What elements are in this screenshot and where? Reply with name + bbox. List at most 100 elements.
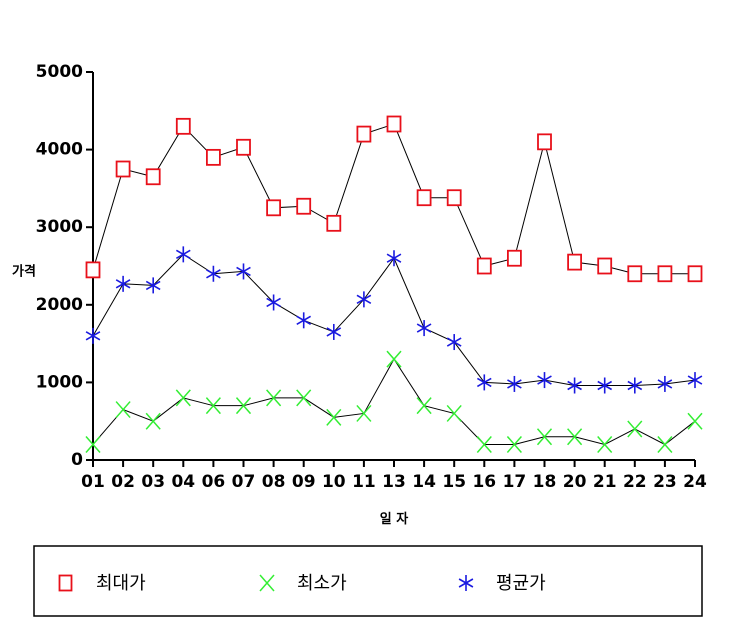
data-point [446,404,462,422]
data-point [145,412,161,430]
x-tick-label: 22 [623,472,647,492]
x-tick-label: 17 [503,472,527,492]
series-square [85,115,703,283]
data-point [657,265,673,283]
data-point [115,401,131,419]
data-point [296,312,312,329]
data-point [236,138,251,156]
x-tick-label: 01 [81,472,105,492]
x-tick-label: 21 [593,472,617,492]
data-point [175,117,191,135]
data-point [206,265,221,282]
x-axis-label: 일 자 [380,512,408,527]
data-point [85,261,101,279]
data-point [507,375,522,392]
legend: 최대가 최소가 평균가 [33,545,703,617]
data-point [567,253,582,271]
data-point [386,250,402,267]
data-point [266,294,281,311]
data-point [296,197,312,215]
data-point [446,334,462,351]
y-tick-label: 3000 [36,217,83,237]
data-point [356,125,372,143]
legend-label: 최소가 [297,573,347,594]
series-x [85,350,703,453]
data-point [506,435,522,453]
x-tick-label: 23 [653,472,677,492]
data-point [175,246,191,263]
data-point [416,320,432,337]
y-tick-label: 0 [71,450,83,470]
x-ticks: 01 02 03 04 06 07 08 09 10 11 13 14 15 16 17 18 20 21 22 23… [81,460,707,492]
data-point [326,408,342,426]
data-point [416,397,432,415]
data-point [115,275,131,292]
legend-label: 평균가 [496,573,546,594]
x-tick-label: 03 [141,472,165,492]
legend-item: 평균가 [458,573,546,594]
data-point [687,265,703,283]
series-line [92,358,696,446]
data-point [85,327,101,344]
data-point [356,404,372,422]
data-point [597,435,613,453]
data-point [687,412,703,430]
x-tick-label: 13 [382,472,406,492]
y-tick-label: 1000 [36,372,83,392]
legend-label: 최대가 [96,573,146,594]
y-tick-label: 2000 [36,295,83,315]
x-tick-label: 10 [322,472,346,492]
x-tick-label: 04 [171,472,195,492]
data-point [567,377,582,394]
data-point [536,428,553,446]
data-point [476,435,492,453]
data-point [567,428,583,446]
y-ticks: 0 1000 2000 3000 4000 5000 [36,62,93,470]
data-point [386,350,402,368]
data-point [205,148,221,166]
x-tick-label: 14 [412,472,436,492]
legend-item: 최소가 [259,573,347,594]
data-point [476,257,492,275]
data-point [145,168,161,186]
x-tick-label: 11 [352,472,376,492]
data-point [657,435,673,453]
data-point [446,189,462,207]
x-tick-label: 08 [262,472,286,492]
y-tick-label: 5000 [36,62,83,82]
data-point [537,133,552,151]
series-asterisk [85,246,703,394]
y-axis-label: 가격 [12,265,36,280]
legend-marker [458,575,474,591]
data-point [657,375,673,392]
data-point [236,263,251,280]
data-point [266,389,282,407]
data-point [296,389,312,407]
data-point [115,160,131,178]
data-point [416,189,432,207]
legend-marker [58,574,73,592]
legend-box [33,545,703,617]
x-tick-label: 24 [683,472,707,492]
data-point [85,435,101,453]
x-tick-label: 09 [292,472,316,492]
data-point [687,372,703,389]
data-point [356,291,372,308]
data-point [266,199,282,217]
y-tick-label: 4000 [36,140,83,160]
x-tick-label: 07 [232,472,256,492]
x-tick-label: 16 [472,472,496,492]
data-point [326,214,342,232]
data-point [476,374,492,391]
data-point [145,277,161,294]
data-point [506,249,522,267]
data-point [235,397,252,415]
series-layer [85,115,703,453]
data-point [627,377,643,394]
legend-item: 최대가 [58,573,146,594]
data-point [205,397,221,415]
legend-marker [259,574,275,592]
x-tick-label: 15 [442,472,466,492]
data-point [597,377,613,394]
